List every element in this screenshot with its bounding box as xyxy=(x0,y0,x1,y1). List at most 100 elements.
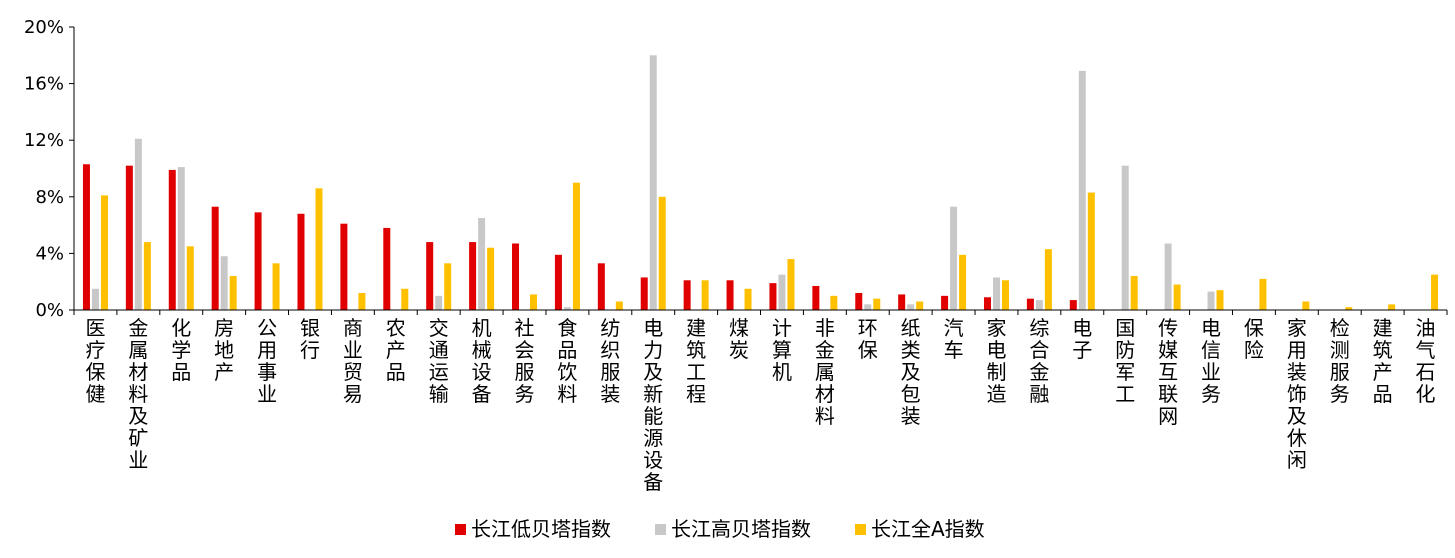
bar xyxy=(683,280,691,310)
x-tick-label: 煤炭 xyxy=(729,316,749,362)
bar xyxy=(1069,300,1077,310)
legend-swatch xyxy=(655,524,666,535)
x-tick-label: 家电制造 xyxy=(986,316,1006,406)
bar xyxy=(778,274,786,310)
x-tick-label: 油气石化 xyxy=(1416,316,1436,406)
x-tick-label: 综合金融 xyxy=(1029,316,1049,406)
bar xyxy=(1173,284,1181,310)
x-tick-label: 计算机 xyxy=(772,316,792,384)
bar xyxy=(186,246,194,310)
y-tick-label: 4% xyxy=(35,243,64,264)
bar xyxy=(898,294,906,310)
bar xyxy=(992,277,1000,310)
bar xyxy=(358,293,366,310)
x-tick-label: 公用事业 xyxy=(257,316,277,406)
bars xyxy=(82,55,1439,311)
bar xyxy=(297,213,305,310)
bar xyxy=(100,195,108,310)
bar xyxy=(726,280,734,310)
bar xyxy=(597,263,605,310)
x-tick-label: 银行 xyxy=(300,316,320,362)
x-tick-label: 纸类及包装 xyxy=(901,316,921,428)
bar xyxy=(615,301,623,310)
y-axis: 0% 4% 8% 12% 16% 20% xyxy=(24,17,75,321)
bar xyxy=(769,283,777,310)
bar xyxy=(383,227,391,310)
x-tick-label: 电信业务 xyxy=(1201,316,1221,406)
x-tick-label: 房地产 xyxy=(214,316,234,384)
bar xyxy=(1164,243,1172,310)
bar xyxy=(91,288,99,310)
bar xyxy=(272,263,280,310)
bar xyxy=(143,242,151,310)
bar xyxy=(168,169,176,310)
bar xyxy=(125,165,133,310)
x-tick-label: 纺织服装 xyxy=(600,316,620,406)
x-tick-label: 商业贸易 xyxy=(343,316,363,406)
x-tick-label: 交通运输 xyxy=(429,316,449,406)
bar xyxy=(554,254,562,310)
y-tick-label: 8% xyxy=(35,187,64,208)
bar xyxy=(134,138,142,310)
bar xyxy=(315,188,323,310)
bar xyxy=(1087,192,1095,310)
x-tick-label: 家用装饰及休闲 xyxy=(1287,316,1307,472)
bar xyxy=(563,307,571,310)
bar xyxy=(401,288,409,310)
y-tick-label: 16% xyxy=(24,74,64,95)
bar xyxy=(1078,70,1086,311)
bar xyxy=(1259,278,1267,310)
bar xyxy=(812,285,820,310)
bar xyxy=(1345,307,1353,310)
bar xyxy=(229,276,237,310)
legend-label: 长江高贝塔指数 xyxy=(671,517,811,541)
bar xyxy=(658,196,666,310)
bar xyxy=(1388,304,1396,310)
y-tick-label: 20% xyxy=(24,17,64,38)
bar xyxy=(744,288,752,310)
x-tick-label: 国防军工 xyxy=(1115,316,1135,406)
bar xyxy=(487,247,495,310)
bar xyxy=(1431,274,1439,310)
bar xyxy=(211,206,219,310)
bar xyxy=(701,280,709,310)
bar xyxy=(983,297,991,310)
bar xyxy=(959,254,967,310)
x-tick-label: 检测服务 xyxy=(1330,316,1350,406)
x-tick-label: 社会服务 xyxy=(515,316,535,406)
bar xyxy=(469,242,477,310)
legend-swatch xyxy=(855,524,866,535)
bar xyxy=(855,293,863,310)
bar xyxy=(340,223,348,310)
x-tick-label: 金属材料及矿业 xyxy=(128,316,148,472)
bar xyxy=(1035,300,1043,310)
bar xyxy=(1121,165,1129,310)
x-tick-label: 保险 xyxy=(1244,316,1264,362)
bar xyxy=(649,55,657,310)
bar xyxy=(82,164,90,310)
x-tick-label: 化学品 xyxy=(171,316,191,384)
bar xyxy=(1302,301,1310,310)
x-tick-label: 医疗保健 xyxy=(85,316,105,406)
x-tick-label: 传媒互联网 xyxy=(1158,316,1178,428)
bar xyxy=(177,167,185,310)
bar xyxy=(426,242,434,310)
bar xyxy=(864,304,872,310)
bar xyxy=(1044,249,1052,310)
x-tick-label: 机械设备 xyxy=(472,316,492,406)
bar xyxy=(435,295,443,310)
x-tick-label: 建筑产品 xyxy=(1373,316,1393,406)
bar xyxy=(1130,276,1138,310)
bar xyxy=(873,298,881,310)
legend-label: 长江低贝塔指数 xyxy=(471,517,611,541)
bar xyxy=(220,256,228,310)
bar xyxy=(1001,280,1009,310)
x-tick-label: 食品饮料 xyxy=(557,316,577,406)
bar xyxy=(512,243,520,310)
x-tick-label: 环保 xyxy=(858,316,878,362)
x-tick-label: 电力及新能源设备 xyxy=(643,316,663,494)
y-tick-label: 0% xyxy=(35,300,64,321)
bar xyxy=(530,294,538,310)
x-tick-label: 电子 xyxy=(1072,316,1092,362)
